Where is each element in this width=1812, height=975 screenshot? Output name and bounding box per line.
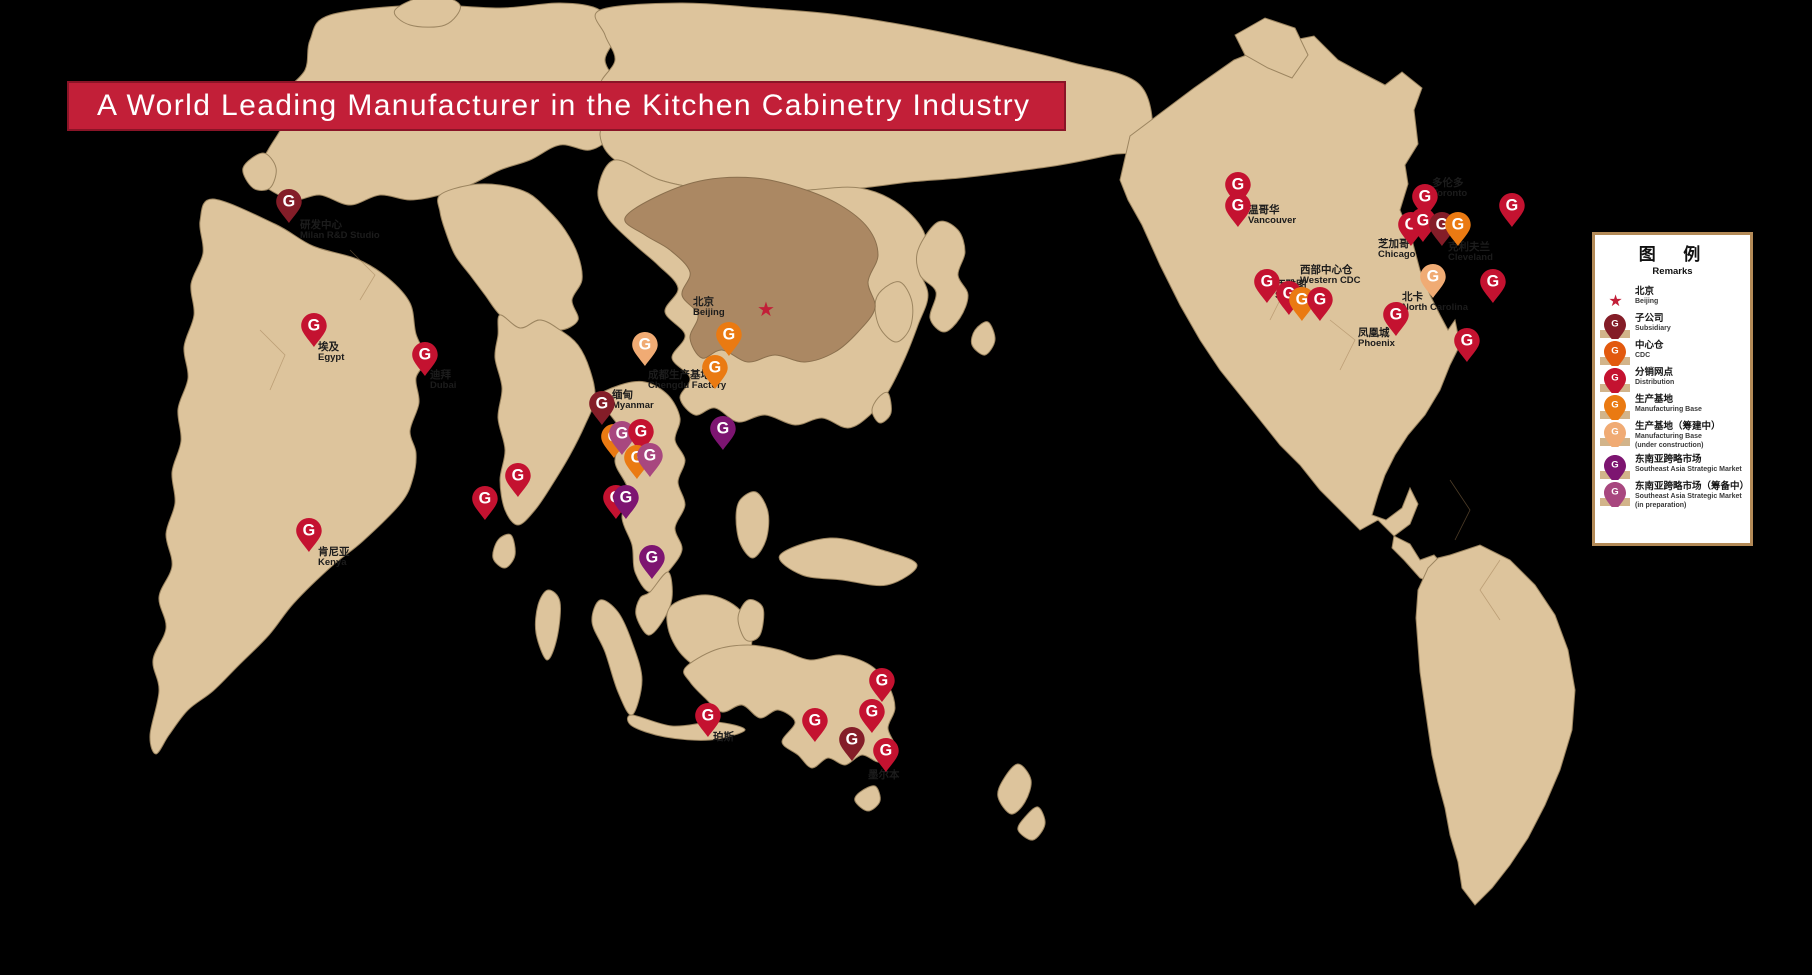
svg-text:G: G (717, 419, 730, 437)
svg-text:Egypt: Egypt (318, 352, 345, 363)
svg-text:Vancouver: Vancouver (1248, 215, 1296, 226)
svg-text:Milan R&D Studio: Milan R&D Studio (300, 230, 380, 241)
svg-text:G: G (644, 446, 657, 464)
svg-text:G: G (303, 521, 316, 539)
svg-text:G: G (639, 335, 652, 353)
svg-text:G: G (1419, 187, 1432, 205)
svg-text:G: G (1461, 331, 1474, 349)
svg-text:墨尔本: 墨尔本 (868, 768, 900, 781)
svg-text:Beijing: Beijing (693, 307, 725, 318)
svg-text:North Carolina: North Carolina (1402, 302, 1469, 313)
svg-text:G: G (1506, 196, 1519, 214)
svg-text:G: G (646, 548, 659, 566)
svg-text:G: G (866, 702, 879, 720)
svg-text:G: G (308, 316, 321, 334)
svg-text:G: G (419, 345, 432, 363)
svg-text:G: G (1427, 267, 1440, 285)
svg-text:Chicago: Chicago (1378, 249, 1416, 260)
svg-text:G: G (1611, 319, 1618, 330)
svg-text:Kenya: Kenya (318, 557, 347, 568)
svg-text:G: G (512, 466, 525, 484)
svg-text:G: G (1611, 427, 1618, 438)
svg-text:G: G (596, 394, 609, 412)
svg-text:G: G (702, 706, 715, 724)
svg-text:珀斯: 珀斯 (713, 730, 734, 743)
svg-text:Myanmar: Myanmar (612, 400, 654, 411)
svg-text:★: ★ (757, 299, 775, 321)
svg-text:Cleveland: Cleveland (1448, 252, 1493, 263)
svg-text:G: G (283, 192, 296, 210)
svg-text:G: G (620, 488, 633, 506)
svg-text:G: G (880, 741, 893, 759)
svg-text:Western CDC: Western CDC (1300, 275, 1361, 286)
svg-text:G: G (1261, 272, 1274, 290)
svg-text:G: G (1232, 196, 1245, 214)
svg-text:G: G (1232, 175, 1245, 193)
svg-text:G: G (809, 711, 822, 729)
svg-text:G: G (723, 325, 736, 343)
svg-text:G: G (635, 422, 648, 440)
svg-text:G: G (1452, 215, 1465, 233)
svg-text:G: G (1296, 290, 1309, 308)
svg-text:G: G (616, 424, 629, 442)
svg-text:Dubai: Dubai (430, 380, 456, 391)
svg-text:G: G (709, 358, 722, 376)
svg-text:G: G (1611, 346, 1618, 357)
svg-text:G: G (1611, 373, 1618, 384)
svg-text:G: G (1390, 305, 1403, 323)
svg-text:G: G (1611, 400, 1618, 411)
svg-text:G: G (1487, 272, 1500, 290)
svg-text:G: G (1611, 460, 1618, 471)
svg-text:G: G (1611, 487, 1618, 498)
svg-text:G: G (479, 489, 492, 507)
svg-text:G: G (1417, 211, 1430, 229)
svg-text:G: G (846, 730, 859, 748)
svg-text:G: G (1314, 290, 1327, 308)
svg-text:★: ★ (1608, 292, 1622, 310)
svg-text:G: G (876, 671, 889, 689)
svg-text:Phoenix: Phoenix (1358, 338, 1396, 349)
